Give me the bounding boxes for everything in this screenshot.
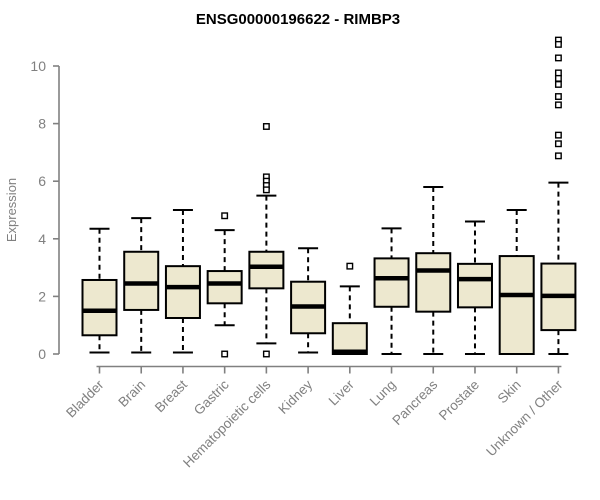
x-tick-label-unknown-other: Unknown / Other (483, 377, 566, 460)
outlier-liver-0 (346, 262, 354, 270)
y-axis-label: Expression (4, 178, 19, 242)
outlier-unknown-other-8 (554, 131, 562, 139)
box-bladder (81, 278, 118, 337)
outlier-hematopoietic-cells-5 (262, 350, 270, 358)
outlier-unknown-other-6 (554, 93, 562, 100)
outlier-unknown-other-3 (554, 69, 562, 77)
outlier-hematopoietic-cells-4 (262, 186, 270, 194)
outlier-unknown-other-5 (554, 80, 562, 88)
y-tick-label-0: 0 (38, 346, 46, 362)
x-tick-label-breast: Breast (152, 377, 190, 415)
chart-title: ENSG00000196622 - RIMBP3 (196, 11, 400, 28)
x-tick-label-kidney: Kidney (275, 377, 315, 417)
outlier-unknown-other-4 (554, 74, 562, 82)
x-tick-label-prostate: Prostate (436, 377, 482, 423)
outlier-unknown-other-7 (554, 101, 562, 109)
box-skin (498, 255, 535, 355)
outlier-gastric-1 (221, 350, 229, 358)
y-tick-label-4: 4 (38, 231, 46, 247)
y-tick-label-6: 6 (38, 173, 46, 189)
x-tick-label-bladder: Bladder (63, 377, 107, 421)
y-tick-label-8: 8 (38, 116, 46, 132)
box-liver (331, 322, 368, 355)
outlier-gastric-0 (221, 212, 229, 220)
x-tick-label-liver: Liver (326, 377, 358, 409)
x-tick-label-lung: Lung (367, 377, 399, 409)
box-brain (123, 250, 160, 311)
x-tick-label-pancreas: Pancreas (389, 377, 440, 428)
box-hematopoietic-cells (248, 250, 285, 290)
box-prostate (456, 262, 493, 309)
outlier-unknown-other-9 (554, 140, 562, 148)
outlier-hematopoietic-cells-0 (262, 123, 270, 130)
x-tick-label-gastric: Gastric (191, 377, 232, 418)
outlier-unknown-other-10 (554, 152, 562, 160)
box-pancreas (415, 252, 452, 313)
box-gastric (206, 270, 243, 305)
x-tick-label-brain: Brain (115, 377, 148, 410)
box-lung (373, 257, 410, 308)
box-breast (164, 265, 201, 320)
y-tick-label-10: 10 (30, 58, 46, 74)
y-tick-label-2: 2 (38, 288, 46, 304)
x-tick-label-skin: Skin (495, 377, 524, 406)
outlier-unknown-other-1 (554, 40, 562, 48)
outlier-unknown-other-2 (554, 54, 562, 62)
